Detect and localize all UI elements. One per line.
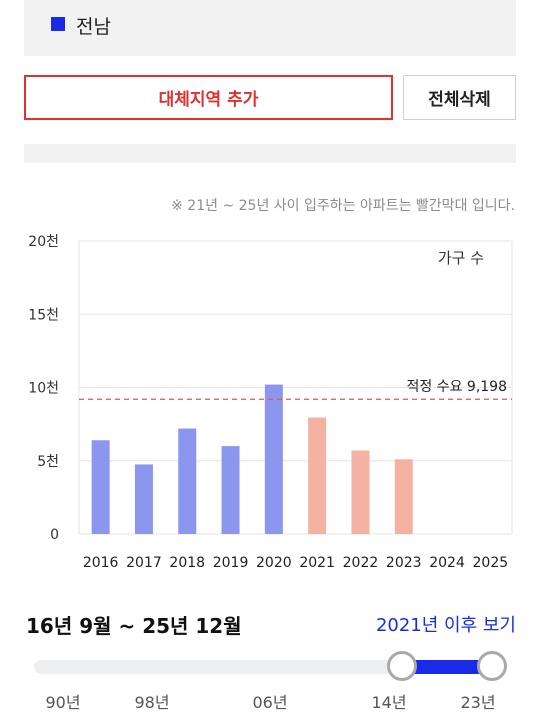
y-tick-label: 10천 bbox=[28, 381, 59, 397]
bar-2023 bbox=[394, 459, 413, 534]
region-color-swatch bbox=[51, 17, 65, 31]
reference-line-label: 적정 수요 9,198 bbox=[407, 379, 508, 395]
x-tick-label: 2025 bbox=[473, 555, 509, 571]
bar-2022 bbox=[351, 450, 370, 534]
x-tick-label: 2024 bbox=[429, 555, 465, 571]
y-tick-label: 0 bbox=[50, 527, 59, 543]
period-slider-track[interactable] bbox=[34, 660, 492, 674]
slider-tick-label: 14년 bbox=[371, 693, 407, 712]
x-tick-label: 2016 bbox=[83, 555, 119, 571]
bar-2019 bbox=[221, 446, 240, 534]
section-divider bbox=[24, 144, 516, 163]
bar-2017 bbox=[134, 464, 153, 534]
slider-tick-label: 06년 bbox=[252, 693, 288, 712]
y-tick-label: 5천 bbox=[37, 454, 59, 470]
slider-tick-label: 98년 bbox=[134, 693, 170, 712]
add-alt-region-button[interactable]: 대체지역 추가 bbox=[24, 75, 393, 120]
bar-2021 bbox=[308, 417, 327, 534]
period-slider-selected-range bbox=[402, 660, 492, 674]
slider-tick-label: 90년 bbox=[45, 693, 81, 712]
x-tick-label: 2017 bbox=[126, 555, 162, 571]
period-slider-start-handle[interactable] bbox=[387, 651, 417, 681]
region-label: 전남 bbox=[76, 16, 111, 38]
chart-legend-label: 가구 수 bbox=[438, 249, 484, 267]
x-tick-label: 2023 bbox=[386, 555, 422, 571]
selected-region-bar: 전남 bbox=[24, 0, 516, 56]
x-tick-label: 2018 bbox=[169, 555, 205, 571]
delete-all-button[interactable]: 전체삭제 bbox=[403, 75, 516, 120]
x-tick-label: 2022 bbox=[343, 555, 379, 571]
bar-2020 bbox=[264, 384, 283, 534]
y-tick-label: 20천 bbox=[28, 234, 59, 250]
x-tick-label: 2021 bbox=[299, 555, 335, 571]
period-slider-end-handle[interactable] bbox=[477, 651, 507, 681]
period-range-text: 16년 9월 ~ 25년 12월 bbox=[26, 614, 242, 638]
x-tick-label: 2020 bbox=[256, 555, 292, 571]
bar-2016 bbox=[91, 440, 110, 534]
bar-2018 bbox=[178, 428, 197, 534]
view-after-2021-link[interactable]: 2021년 이후 보기 bbox=[375, 615, 516, 636]
chart-note: ※ 21년 ~ 25년 사이 입주하는 아파트는 빨간막대 입니다. bbox=[171, 198, 515, 214]
y-tick-label: 15천 bbox=[28, 307, 59, 323]
supply-bar-chart: 0 5천 10천 15천 20천 2016 2017 2018 2019 2020 2021 2022… bbox=[28, 234, 513, 571]
slider-tick-label: 23년 bbox=[460, 693, 496, 712]
x-tick-label: 2019 bbox=[213, 555, 249, 571]
